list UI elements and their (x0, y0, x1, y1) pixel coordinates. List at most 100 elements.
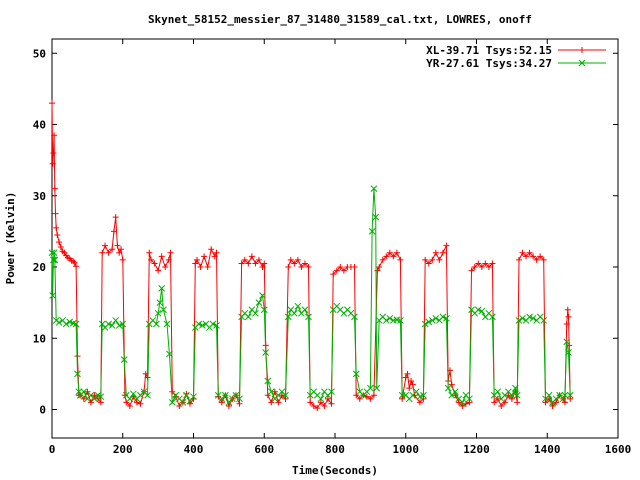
chart-title: Skynet_58152_messier_87_31480_31589_cal.… (148, 13, 532, 26)
data-point (540, 256, 547, 263)
x-axis-label: Time(Seconds) (292, 464, 378, 477)
data-point (443, 242, 450, 249)
data-point (80, 395, 87, 402)
data-point (553, 399, 560, 406)
data-point (126, 395, 134, 403)
data-point (421, 320, 429, 328)
data-point (99, 249, 106, 256)
data-point (317, 399, 324, 406)
data-point (514, 399, 521, 406)
data-point (501, 399, 508, 406)
data-point (406, 385, 413, 392)
data-point (458, 399, 466, 406)
data-point (370, 392, 377, 399)
data-point (439, 313, 447, 321)
data-point (367, 384, 374, 392)
data-point (168, 399, 176, 406)
data-point (105, 249, 112, 256)
data-point (352, 370, 360, 378)
data-point (337, 264, 344, 270)
data-point (221, 391, 229, 399)
data-point (513, 391, 521, 399)
x-tick-label: 600 (254, 443, 274, 456)
data-point (386, 314, 394, 322)
data-point (294, 256, 301, 263)
data-point (482, 260, 489, 267)
data-point (451, 388, 459, 396)
data-point (133, 399, 140, 406)
data-point (530, 253, 537, 260)
data-point (49, 292, 57, 299)
data-point (48, 249, 56, 257)
data-point (301, 306, 309, 314)
data-point (351, 313, 358, 321)
data-point (428, 317, 436, 324)
data-point (84, 388, 91, 395)
data-point (443, 314, 450, 322)
data-point (317, 395, 325, 403)
data-point (55, 319, 63, 326)
data-point (425, 260, 432, 267)
data-point (190, 393, 197, 401)
data-point (373, 384, 381, 392)
data-point (282, 391, 289, 399)
data-point (119, 256, 126, 263)
x-tick-label: 800 (325, 443, 345, 456)
data-point (386, 249, 393, 256)
data-point (123, 399, 130, 406)
data-point (523, 253, 530, 260)
data-point (432, 249, 439, 256)
data-point (176, 402, 183, 409)
data-point (148, 256, 155, 263)
data-point (512, 384, 519, 392)
data-point (112, 214, 119, 221)
data-point (97, 399, 104, 406)
data-point (485, 264, 492, 270)
data-point (494, 395, 501, 402)
data-point (158, 253, 165, 260)
data-point (505, 392, 512, 399)
data-point (397, 256, 404, 263)
data-point (197, 264, 204, 270)
data-point (542, 399, 549, 406)
data-point (98, 320, 106, 328)
data-point (151, 260, 158, 267)
data-point (489, 313, 496, 321)
data-point (252, 260, 259, 267)
data-point (162, 264, 169, 270)
data-point (260, 306, 268, 314)
data-point (519, 249, 526, 256)
data-point (50, 249, 58, 257)
data-point (53, 224, 60, 231)
data-point (498, 402, 505, 409)
x-tick-label: 400 (184, 443, 204, 456)
data-point (97, 393, 105, 401)
data-point (109, 246, 116, 253)
legend: XL-39.71 Tsys:52.15 YR-27.61 Tsys:34.27 (426, 44, 606, 70)
data-point (70, 258, 77, 265)
data-point (74, 370, 81, 378)
data-point (563, 321, 570, 327)
data-point (209, 320, 217, 328)
data-point (49, 160, 56, 167)
data-point (408, 378, 415, 384)
data-point (459, 402, 466, 409)
data-point (444, 384, 452, 392)
data-point (416, 393, 424, 401)
data-point (144, 391, 151, 399)
x-tick-label: 1600 (605, 443, 632, 456)
data-point (110, 228, 117, 235)
data-point (537, 253, 544, 260)
data-point (508, 395, 515, 402)
data-point (73, 263, 80, 270)
data-point (566, 391, 574, 399)
data-point (51, 256, 59, 264)
data-point (379, 256, 386, 263)
data-point (264, 377, 272, 385)
data-point (307, 399, 314, 406)
data-point (252, 309, 259, 317)
data-point (367, 395, 374, 402)
data-point (376, 264, 383, 270)
data-point (425, 318, 433, 326)
